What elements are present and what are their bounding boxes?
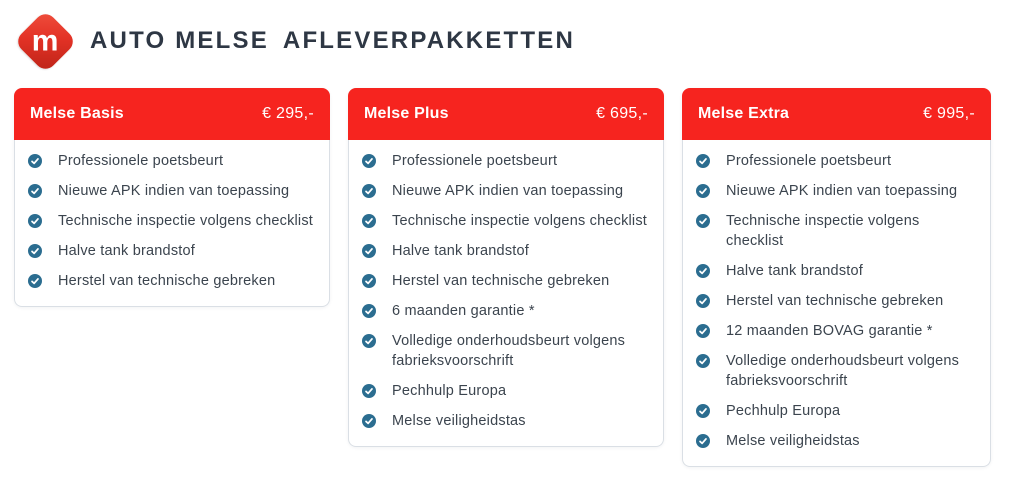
feature-item: 6 maanden garantie * bbox=[362, 296, 648, 326]
check-icon bbox=[362, 214, 376, 228]
check-icon bbox=[696, 184, 710, 198]
check-icon bbox=[28, 244, 42, 258]
feature-text: Volledige onderhoudsbeurt volgens fabrie… bbox=[726, 353, 960, 389]
auto-melse-logo: m bbox=[12, 8, 78, 74]
card-header: Melse Plus € 695,- bbox=[348, 88, 664, 140]
feature-text: 12 maanden BOVAG garantie * bbox=[726, 323, 933, 339]
card-price: € 295,- bbox=[262, 105, 314, 122]
check-icon bbox=[362, 184, 376, 198]
feature-item: Professionele poetsbeurt bbox=[362, 146, 648, 176]
pricing-card: Melse Plus € 695,- Professionele poetsbe… bbox=[348, 88, 664, 447]
feature-item: Nieuwe APK indien van toepassing bbox=[28, 176, 314, 206]
check-icon bbox=[696, 404, 710, 418]
feature-text: 6 maanden garantie * bbox=[392, 303, 535, 319]
check-icon bbox=[362, 244, 376, 258]
check-icon bbox=[696, 264, 710, 278]
feature-list: Professionele poetsbeurt Nieuwe APK indi… bbox=[348, 140, 664, 447]
feature-list: Professionele poetsbeurt Nieuwe APK indi… bbox=[14, 140, 330, 307]
feature-item: Nieuwe APK indien van toepassing bbox=[696, 176, 975, 206]
feature-item: Volledige onderhoudsbeurt volgens fabrie… bbox=[362, 326, 648, 376]
feature-item: Halve tank brandstof bbox=[362, 236, 648, 266]
feature-text: Halve tank brandstof bbox=[392, 243, 529, 259]
feature-item: Melse veiligheidstas bbox=[362, 406, 648, 436]
feature-text: Nieuwe APK indien van toepassing bbox=[392, 183, 624, 199]
feature-text: Pechhulp Europa bbox=[392, 383, 507, 399]
card-title: Melse Basis bbox=[30, 105, 124, 122]
pricing-card: Melse Extra € 995,- Professionele poetsb… bbox=[682, 88, 991, 467]
card-title: Melse Plus bbox=[364, 105, 449, 122]
page-title-brand: AUTO MELSE bbox=[90, 27, 269, 54]
check-icon bbox=[28, 274, 42, 288]
logo-letter: m bbox=[31, 24, 59, 57]
feature-text: Nieuwe APK indien van toepassing bbox=[726, 183, 958, 199]
check-icon bbox=[28, 184, 42, 198]
card-price: € 695,- bbox=[596, 105, 648, 122]
feature-item: 12 maanden BOVAG garantie * bbox=[696, 316, 975, 346]
check-icon bbox=[696, 354, 710, 368]
feature-item: Professionele poetsbeurt bbox=[28, 146, 314, 176]
feature-text: Professionele poetsbeurt bbox=[726, 153, 892, 169]
feature-item: Nieuwe APK indien van toepassing bbox=[362, 176, 648, 206]
feature-item: Technische inspectie volgens checklist bbox=[28, 206, 314, 236]
page-title: AUTO MELSE AFLEVERPAKKETTEN bbox=[90, 27, 575, 55]
feature-text: Professionele poetsbeurt bbox=[392, 153, 558, 169]
card-price: € 995,- bbox=[923, 105, 975, 122]
feature-item: Pechhulp Europa bbox=[362, 376, 648, 406]
feature-text: Melse veiligheidstas bbox=[392, 413, 526, 429]
check-icon bbox=[362, 274, 376, 288]
check-icon bbox=[696, 434, 710, 448]
card-header: Melse Basis € 295,- bbox=[14, 88, 330, 140]
feature-item: Pechhulp Europa bbox=[696, 396, 975, 426]
check-icon bbox=[696, 214, 710, 228]
check-icon bbox=[362, 304, 376, 318]
feature-item: Professionele poetsbeurt bbox=[696, 146, 975, 176]
card-title: Melse Extra bbox=[698, 105, 790, 122]
check-icon bbox=[362, 414, 376, 428]
feature-text: Melse veiligheidstas bbox=[726, 433, 860, 449]
pricing-cards: Melse Basis € 295,- Professionele poetsb… bbox=[0, 74, 1013, 467]
check-icon bbox=[696, 294, 710, 308]
check-icon bbox=[28, 154, 42, 168]
feature-text: Technische inspectie volgens checklist bbox=[58, 213, 314, 229]
feature-text: Professionele poetsbeurt bbox=[58, 153, 224, 169]
feature-item: Technische inspectie volgens checklist bbox=[696, 206, 975, 256]
page-header: m AUTO MELSE AFLEVERPAKKETTEN bbox=[0, 0, 1013, 74]
feature-item: Herstel van technische gebreken bbox=[362, 266, 648, 296]
logo-diamond-shape: m bbox=[13, 9, 77, 73]
check-icon bbox=[28, 214, 42, 228]
check-icon bbox=[696, 154, 710, 168]
feature-text: Halve tank brandstof bbox=[726, 263, 863, 279]
check-icon bbox=[362, 154, 376, 168]
feature-item: Herstel van technische gebreken bbox=[28, 266, 314, 296]
pricing-card: Melse Basis € 295,- Professionele poetsb… bbox=[14, 88, 330, 307]
check-icon bbox=[362, 334, 376, 348]
card-header: Melse Extra € 995,- bbox=[682, 88, 991, 140]
feature-text: Technische inspectie volgens checklist bbox=[726, 213, 920, 249]
feature-list: Professionele poetsbeurt Nieuwe APK indi… bbox=[682, 140, 991, 467]
page-title-section: AFLEVERPAKKETTEN bbox=[282, 27, 576, 54]
feature-item: Halve tank brandstof bbox=[28, 236, 314, 266]
feature-text: Herstel van technische gebreken bbox=[58, 273, 276, 289]
feature-item: Volledige onderhoudsbeurt volgens fabrie… bbox=[696, 346, 975, 396]
feature-text: Herstel van technische gebreken bbox=[726, 293, 944, 309]
feature-item: Halve tank brandstof bbox=[696, 256, 975, 286]
feature-item: Herstel van technische gebreken bbox=[696, 286, 975, 316]
feature-item: Melse veiligheidstas bbox=[696, 426, 975, 456]
feature-text: Technische inspectie volgens checklist bbox=[392, 213, 648, 229]
feature-text: Herstel van technische gebreken bbox=[392, 273, 610, 289]
check-icon bbox=[696, 324, 710, 338]
feature-text: Pechhulp Europa bbox=[726, 403, 841, 419]
feature-text: Volledige onderhoudsbeurt volgens fabrie… bbox=[392, 333, 626, 369]
feature-text: Halve tank brandstof bbox=[58, 243, 195, 259]
feature-text: Nieuwe APK indien van toepassing bbox=[58, 183, 290, 199]
feature-item: Technische inspectie volgens checklist bbox=[362, 206, 648, 236]
check-icon bbox=[362, 384, 376, 398]
